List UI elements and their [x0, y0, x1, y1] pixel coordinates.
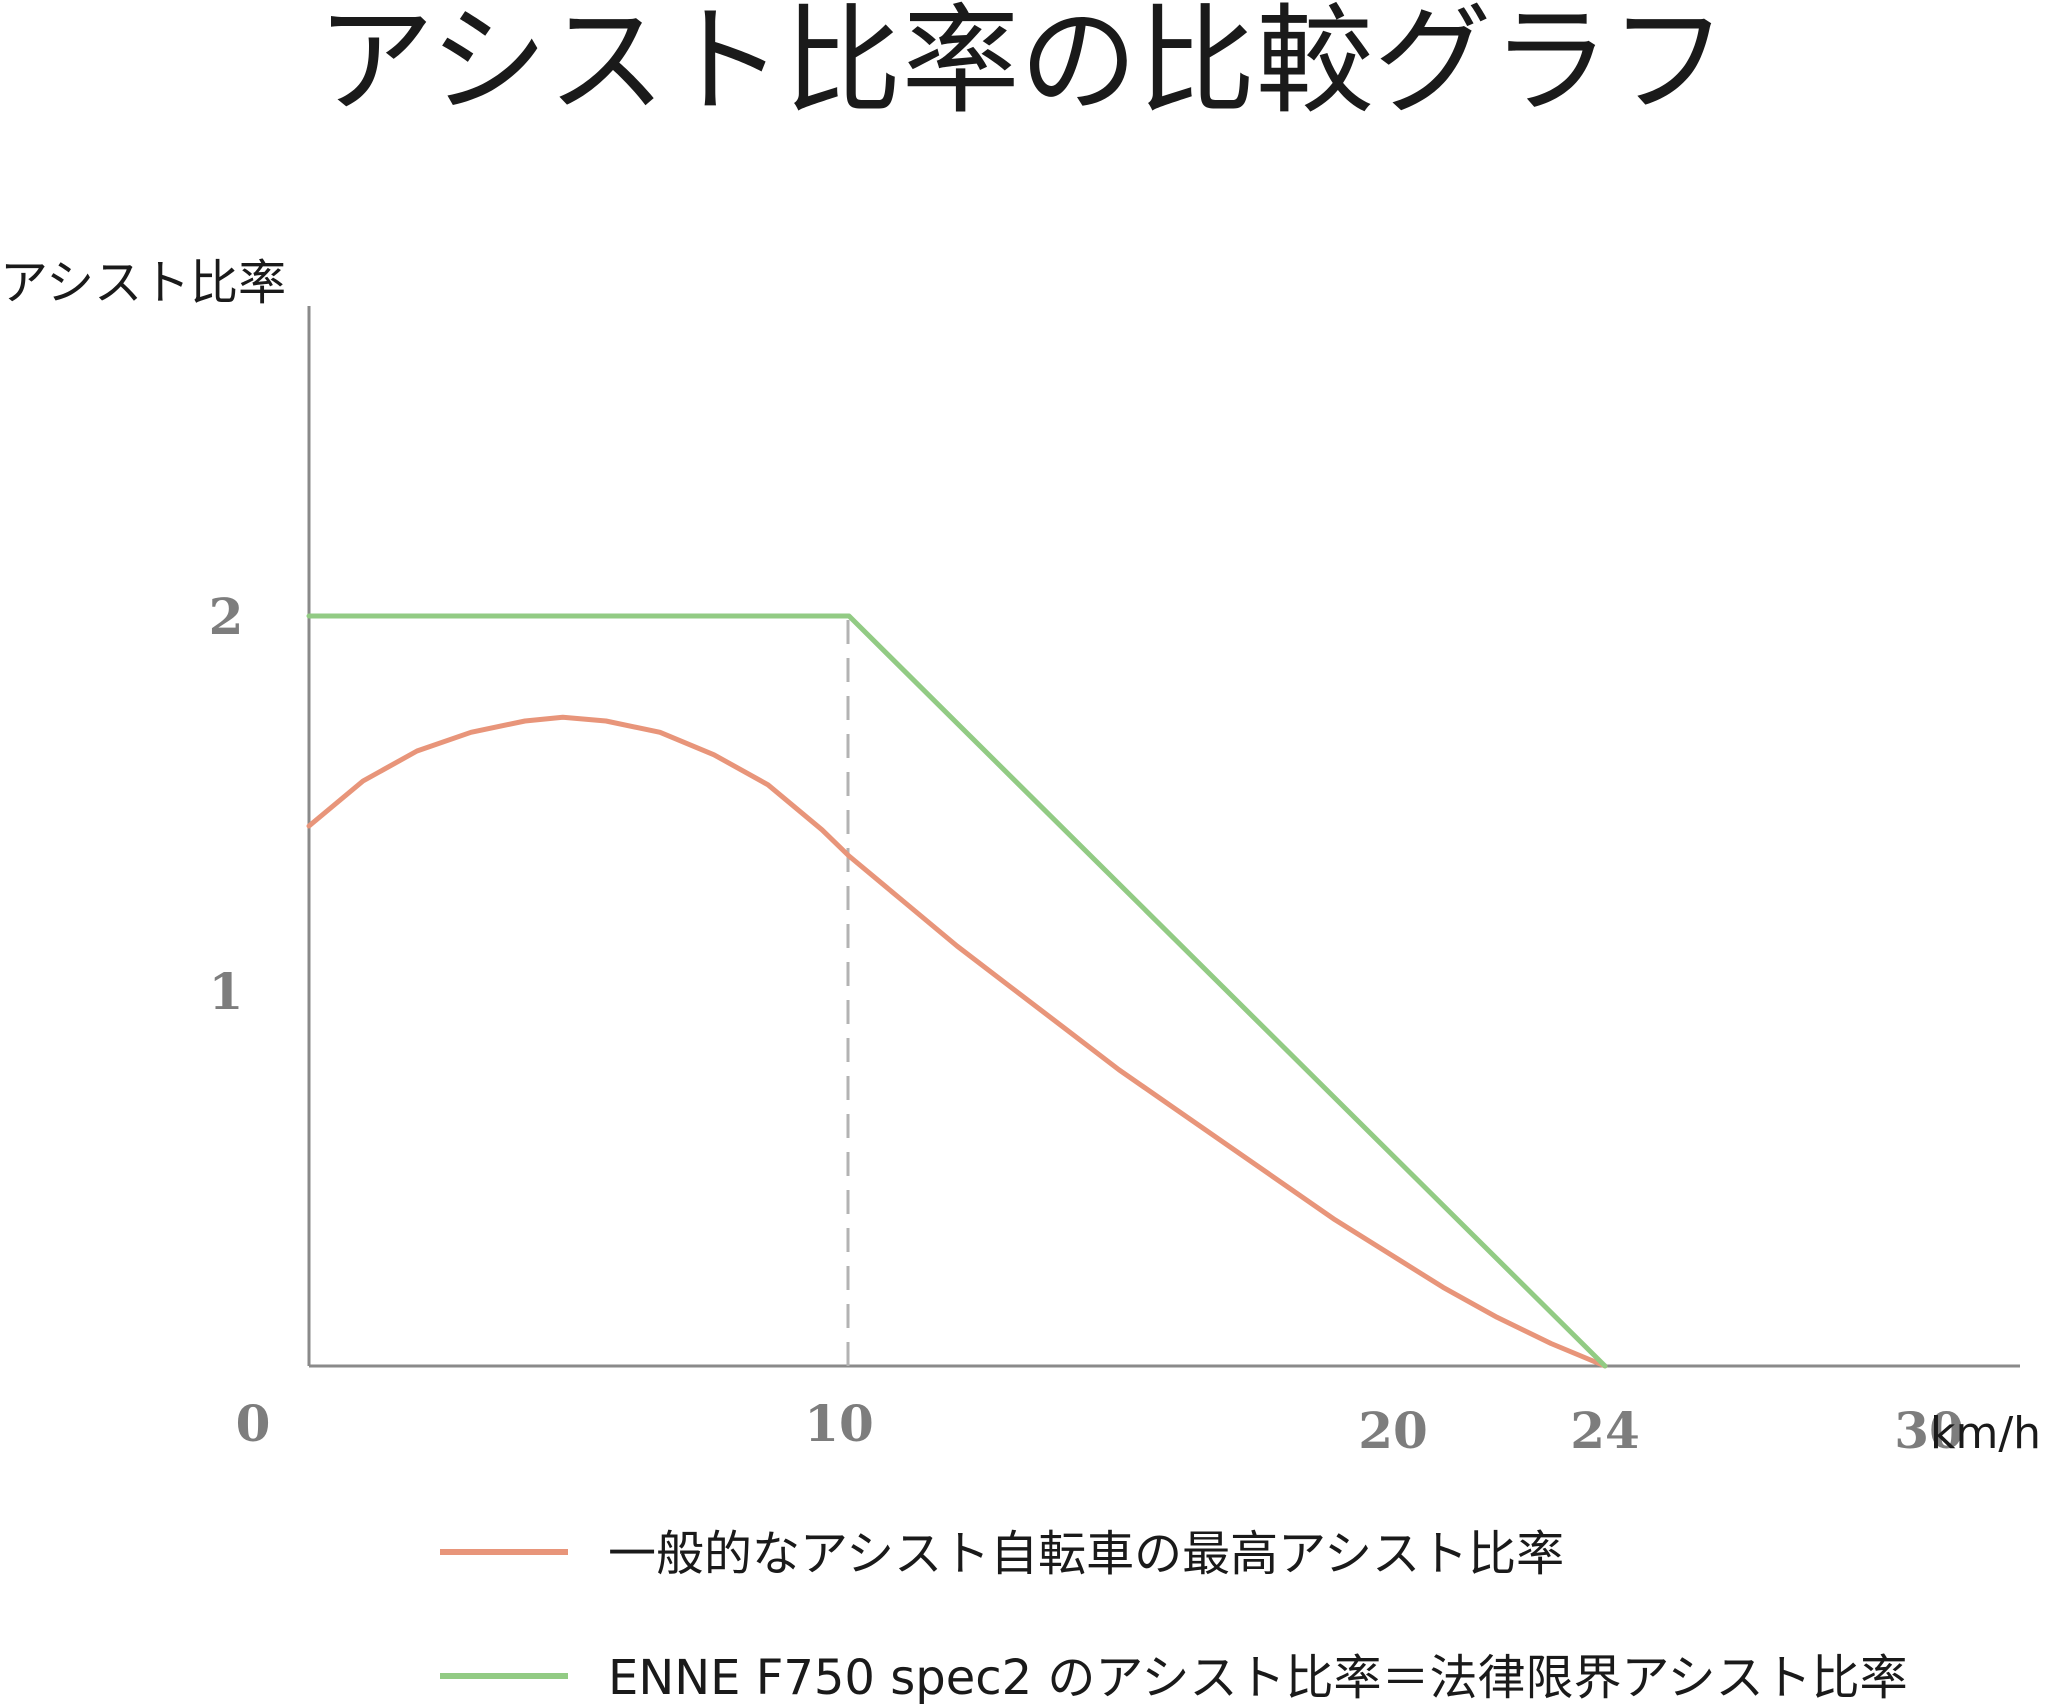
x-tick-label: 30	[1894, 1401, 1964, 1460]
y-axis-title: アシスト比率	[0, 255, 286, 311]
series-line-enne-f750	[306, 613, 1608, 1369]
x-tick-label: 0	[236, 1394, 271, 1453]
x-tick-label: 20	[1358, 1401, 1428, 1460]
legend-label-general-assist: 一般的なアシスト自転車の最高アシスト比率	[608, 1526, 1564, 1582]
y-tick-label: 2	[209, 587, 244, 646]
y-tick-label: 1	[209, 962, 244, 1021]
series-line-general-assist	[306, 714, 1608, 1369]
chart-title: アシスト比率の比較グラフ	[316, 0, 1727, 130]
legend-label-enne-f750: ENNE F750 spec2 のアシスト比率＝法律限界アシスト比率	[608, 1650, 1908, 1704]
x-tick-label: 10	[804, 1394, 874, 1453]
x-tick-label: 24	[1570, 1401, 1640, 1460]
x-axis-unit: km/h	[1930, 1408, 2041, 1459]
